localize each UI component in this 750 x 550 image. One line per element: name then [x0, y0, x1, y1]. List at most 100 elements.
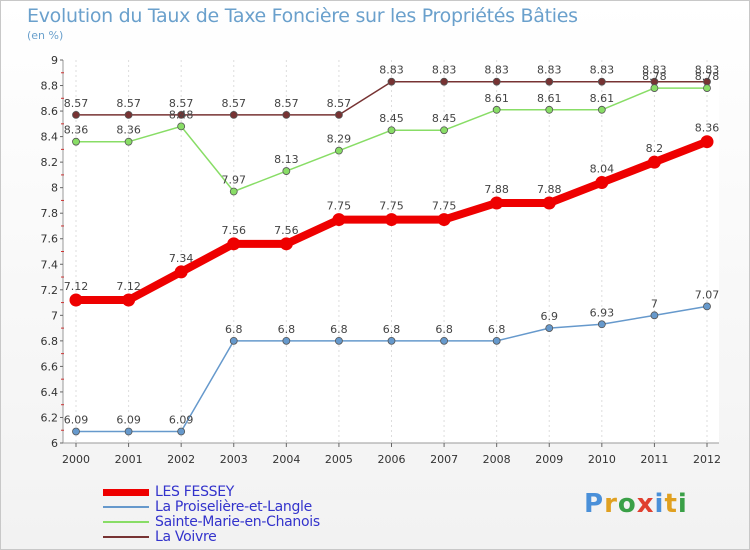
point-les-fessey-2011 — [647, 155, 661, 169]
point-la-voivre-2007 — [440, 77, 448, 86]
data-label-sainte-marie-en-chanois-2006: 8.45 — [379, 112, 404, 125]
data-label-sainte-marie-en-chanois-2007: 8.45 — [432, 112, 457, 125]
data-label-la-proiseliere-et-langle-2001: 6.09 — [116, 414, 141, 427]
point-les-fessey-2003 — [227, 237, 241, 251]
point-la-proiseliere-et-langle-2002 — [177, 427, 186, 436]
y-tick-label-8.2: 8.2 — [41, 156, 59, 169]
point-les-fessey-2009 — [542, 196, 556, 210]
point-la-proiseliere-et-langle-2000 — [72, 427, 80, 436]
grid-layer — [63, 60, 719, 443]
data-label-la-voivre-2000: 8.57 — [64, 97, 89, 110]
point-les-fessey-2005 — [332, 213, 346, 227]
data-label-layer: 8.57 8.57 8.57 8.57 8.57 8.57 8.83 8.83 8.83 8.83… — [64, 64, 720, 427]
data-label-les-fessey-2008: 7.88 — [484, 183, 509, 196]
point-la-voivre-2000 — [72, 110, 80, 119]
data-label-sainte-marie-en-chanois-2009: 8.61 — [537, 92, 562, 105]
data-label-la-voivre-2001: 8.57 — [116, 97, 141, 110]
point-les-fessey-2008 — [490, 196, 504, 210]
point-les-fessey-2012 — [700, 135, 714, 149]
x-tick-label-2004: 2004 — [272, 453, 300, 466]
y-tick-label-6.2: 6.2 — [41, 411, 59, 424]
data-label-la-voivre-2007: 8.83 — [432, 64, 457, 77]
y-tick-label-7.8: 7.8 — [41, 207, 59, 220]
data-label-la-proiseliere-et-langle-2011: 7 — [651, 297, 658, 310]
data-label-les-fessey-2006: 7.75 — [379, 200, 404, 213]
point-la-voivre-2006 — [387, 77, 396, 86]
point-les-fessey-2001 — [122, 293, 136, 307]
point-sainte-marie-en-chanois-2002 — [177, 122, 186, 131]
logo-letter: i — [677, 489, 688, 519]
data-label-la-proiseliere-et-langle-2012: 7.07 — [695, 288, 720, 301]
point-les-fessey-2004 — [279, 237, 293, 251]
point-sainte-marie-en-chanois-2005 — [335, 146, 343, 155]
point-la-voivre-2005 — [335, 110, 343, 119]
data-label-la-proiseliere-et-langle-2003: 6.8 — [225, 323, 243, 336]
logo-letter: P — [584, 489, 605, 519]
data-label-les-fessey-2003: 7.56 — [222, 224, 247, 237]
legend-swatch-la-proiseliere — [103, 506, 149, 508]
point-la-voivre-2009 — [545, 77, 554, 86]
legend-swatch-sainte-marie — [103, 521, 149, 523]
x-tick-label-2009: 2009 — [535, 453, 563, 466]
x-tick-label-2001: 2001 — [115, 453, 143, 466]
point-sainte-marie-en-chanois-2004 — [282, 167, 291, 175]
point-les-fessey-2007 — [437, 213, 451, 227]
chart-subtitle: (en %) — [27, 29, 64, 42]
data-label-sainte-marie-en-chanois-2000: 8.36 — [64, 124, 89, 137]
data-label-sainte-marie-en-chanois-2003: 7.97 — [222, 173, 247, 186]
x-tick-label-2005: 2005 — [325, 453, 353, 466]
data-label-la-proiseliere-et-langle-2007: 6.8 — [435, 323, 453, 336]
logo-letter: o — [617, 489, 637, 519]
y-tick-label-7: 7 — [51, 309, 58, 322]
x-tick-label-2006: 2006 — [378, 453, 406, 466]
point-la-voivre-2010 — [597, 77, 606, 86]
point-la-voivre-2003 — [229, 110, 238, 119]
data-label-sainte-marie-en-chanois-2004: 8.13 — [274, 153, 299, 166]
y-tick-label-6.4: 6.4 — [41, 386, 59, 399]
data-label-la-voivre-2003: 8.57 — [222, 97, 247, 110]
chart-title: Evolution du Taux de Taxe Foncière sur l… — [27, 5, 578, 27]
data-label-la-proiseliere-et-langle-2004: 6.8 — [278, 323, 296, 336]
point-les-fessey-2000 — [69, 293, 83, 307]
point-la-proiseliere-et-langle-2010 — [597, 320, 606, 329]
point-sainte-marie-en-chanois-2007 — [440, 126, 448, 135]
x-tick-label-2012: 2012 — [693, 453, 721, 466]
x-tick-label-2003: 2003 — [220, 453, 248, 466]
data-label-sainte-marie-en-chanois-2012: 8.78 — [695, 70, 720, 83]
data-label-la-voivre-2006: 8.83 — [379, 64, 404, 77]
point-sainte-marie-en-chanois-2006 — [387, 126, 396, 135]
y-tick-label-8: 8 — [51, 182, 58, 195]
point-sainte-marie-en-chanois-2008 — [492, 105, 501, 114]
point-sainte-marie-en-chanois-2009 — [545, 105, 554, 114]
data-label-la-voivre-2005: 8.57 — [327, 97, 352, 110]
x-tick-label-2011: 2011 — [640, 453, 668, 466]
point-la-proiseliere-et-langle-2012 — [703, 302, 711, 311]
point-la-proiseliere-et-langle-2005 — [335, 336, 343, 345]
data-label-les-fessey-2002: 7.34 — [169, 252, 194, 265]
data-label-les-fessey-2010: 8.04 — [590, 163, 615, 176]
proxiti-logo: Proxiti — [584, 489, 688, 519]
point-la-voivre-2004 — [282, 110, 291, 119]
data-label-sainte-marie-en-chanois-2008: 8.61 — [484, 92, 509, 105]
point-les-fessey-2010 — [595, 176, 609, 190]
data-label-sainte-marie-en-chanois-2005: 8.29 — [327, 133, 352, 146]
logo-letter: i — [654, 489, 665, 519]
axis-layer: 66.26.46.66.877.27.47.67.888.28.48.68.89… — [41, 54, 722, 466]
data-label-la-proiseliere-et-langle-2006: 6.8 — [383, 323, 401, 336]
data-label-la-voivre-2008: 8.83 — [484, 64, 509, 77]
data-label-la-proiseliere-et-langle-2000: 6.09 — [64, 414, 89, 427]
data-label-les-fessey-2012: 8.36 — [695, 122, 720, 135]
point-les-fessey-2002 — [174, 265, 188, 279]
logo-letter: t — [664, 489, 678, 519]
data-label-la-voivre-2012: 8.83 — [695, 64, 720, 77]
point-la-proiseliere-et-langle-2007 — [440, 336, 448, 345]
point-la-proiseliere-et-langle-2009 — [545, 324, 554, 333]
point-la-proiseliere-et-langle-2011 — [650, 311, 659, 320]
data-label-la-voivre-2011: 8.83 — [642, 64, 667, 77]
legend-label-la-proiseliere: La Proiselière-et-Langle — [155, 499, 312, 515]
logo-letter: r — [604, 489, 618, 519]
legend-label-sainte-marie: Sainte-Marie-en-Chanois — [155, 514, 320, 530]
y-tick-label-7.2: 7.2 — [41, 284, 59, 297]
